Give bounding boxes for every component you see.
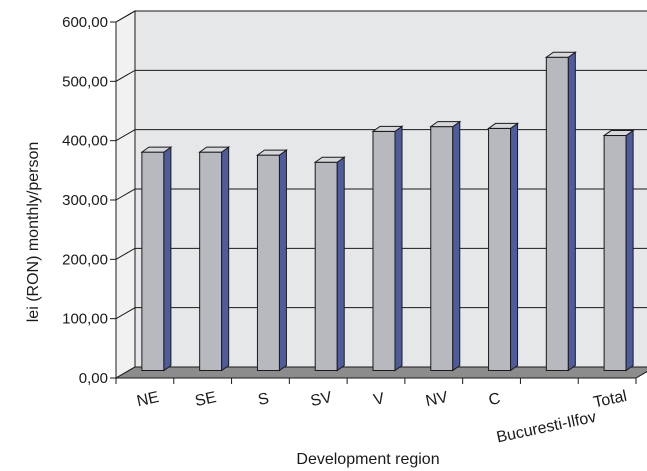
- bar-side: [336, 156, 345, 372]
- bar-front: [545, 56, 569, 371]
- bar-side: [510, 122, 519, 372]
- gridline: [115, 307, 647, 320]
- bar: [371, 125, 404, 372]
- bar: [313, 156, 346, 372]
- gridline: [115, 129, 647, 142]
- bar-side: [625, 129, 634, 372]
- axes: [110, 21, 637, 384]
- y-tick-labels: 0,00 100,00 200,00 300,00 400,00 500,00 600,00: [62, 14, 108, 387]
- bar-top: [313, 156, 346, 163]
- x-tick-label: Bucuresti-Ilfov: [495, 409, 598, 447]
- bar-top: [429, 121, 462, 128]
- bar-side: [163, 146, 172, 372]
- gridline: [115, 10, 647, 23]
- gridline: [115, 69, 647, 82]
- x-tick-label: SV: [309, 389, 334, 410]
- bar-front: [372, 130, 396, 371]
- bar-top: [486, 122, 520, 129]
- y-tick-label: 500,00: [62, 73, 108, 90]
- bar-front: [430, 126, 454, 371]
- gridline: [115, 188, 647, 201]
- bar: [544, 51, 577, 372]
- bar-front: [603, 135, 627, 371]
- x-tick-label: Total: [592, 388, 629, 412]
- bar-top: [602, 130, 635, 137]
- gridlines: [115, 10, 647, 320]
- bar-side: [278, 149, 287, 372]
- bar-top: [255, 149, 289, 156]
- bar-front: [199, 151, 223, 371]
- bar-top: [140, 146, 173, 153]
- x-tick-label: NV: [424, 389, 450, 410]
- bar-top: [371, 125, 404, 132]
- bar-side: [221, 146, 230, 372]
- bar: [486, 122, 520, 372]
- bar: [602, 129, 635, 372]
- gridline: [115, 247, 647, 260]
- bar-side: [567, 51, 576, 372]
- y-tick-label: 600,00: [62, 14, 108, 31]
- bars: [140, 51, 635, 372]
- bar-side: [452, 120, 461, 372]
- bar-front: [488, 127, 512, 371]
- bar: [429, 120, 462, 372]
- bar: [140, 146, 173, 372]
- bar: [255, 149, 289, 372]
- x-axis-title: Development region: [296, 451, 439, 468]
- x-tick-label: S: [257, 390, 271, 409]
- x-tick-label: C: [487, 390, 502, 409]
- bar-top: [544, 51, 577, 58]
- bar: [198, 146, 231, 372]
- x-tick-label: V: [372, 390, 386, 409]
- y-tick-label: 400,00: [62, 133, 108, 150]
- y-tick-label: 0,00: [79, 370, 108, 387]
- y-axis-title: lei (RON) monthly/person: [25, 142, 42, 323]
- bar-front: [314, 161, 338, 371]
- bar-side: [394, 125, 403, 372]
- y-tick-label: 300,00: [62, 192, 108, 209]
- bar-front: [141, 151, 165, 371]
- x-tick-label: NE: [135, 389, 160, 410]
- bar-top: [198, 146, 231, 153]
- y-tick-label: 200,00: [62, 251, 108, 268]
- x-tick-label: SE: [194, 389, 218, 410]
- bar-front: [256, 154, 280, 371]
- y-tick-label: 100,00: [62, 311, 108, 328]
